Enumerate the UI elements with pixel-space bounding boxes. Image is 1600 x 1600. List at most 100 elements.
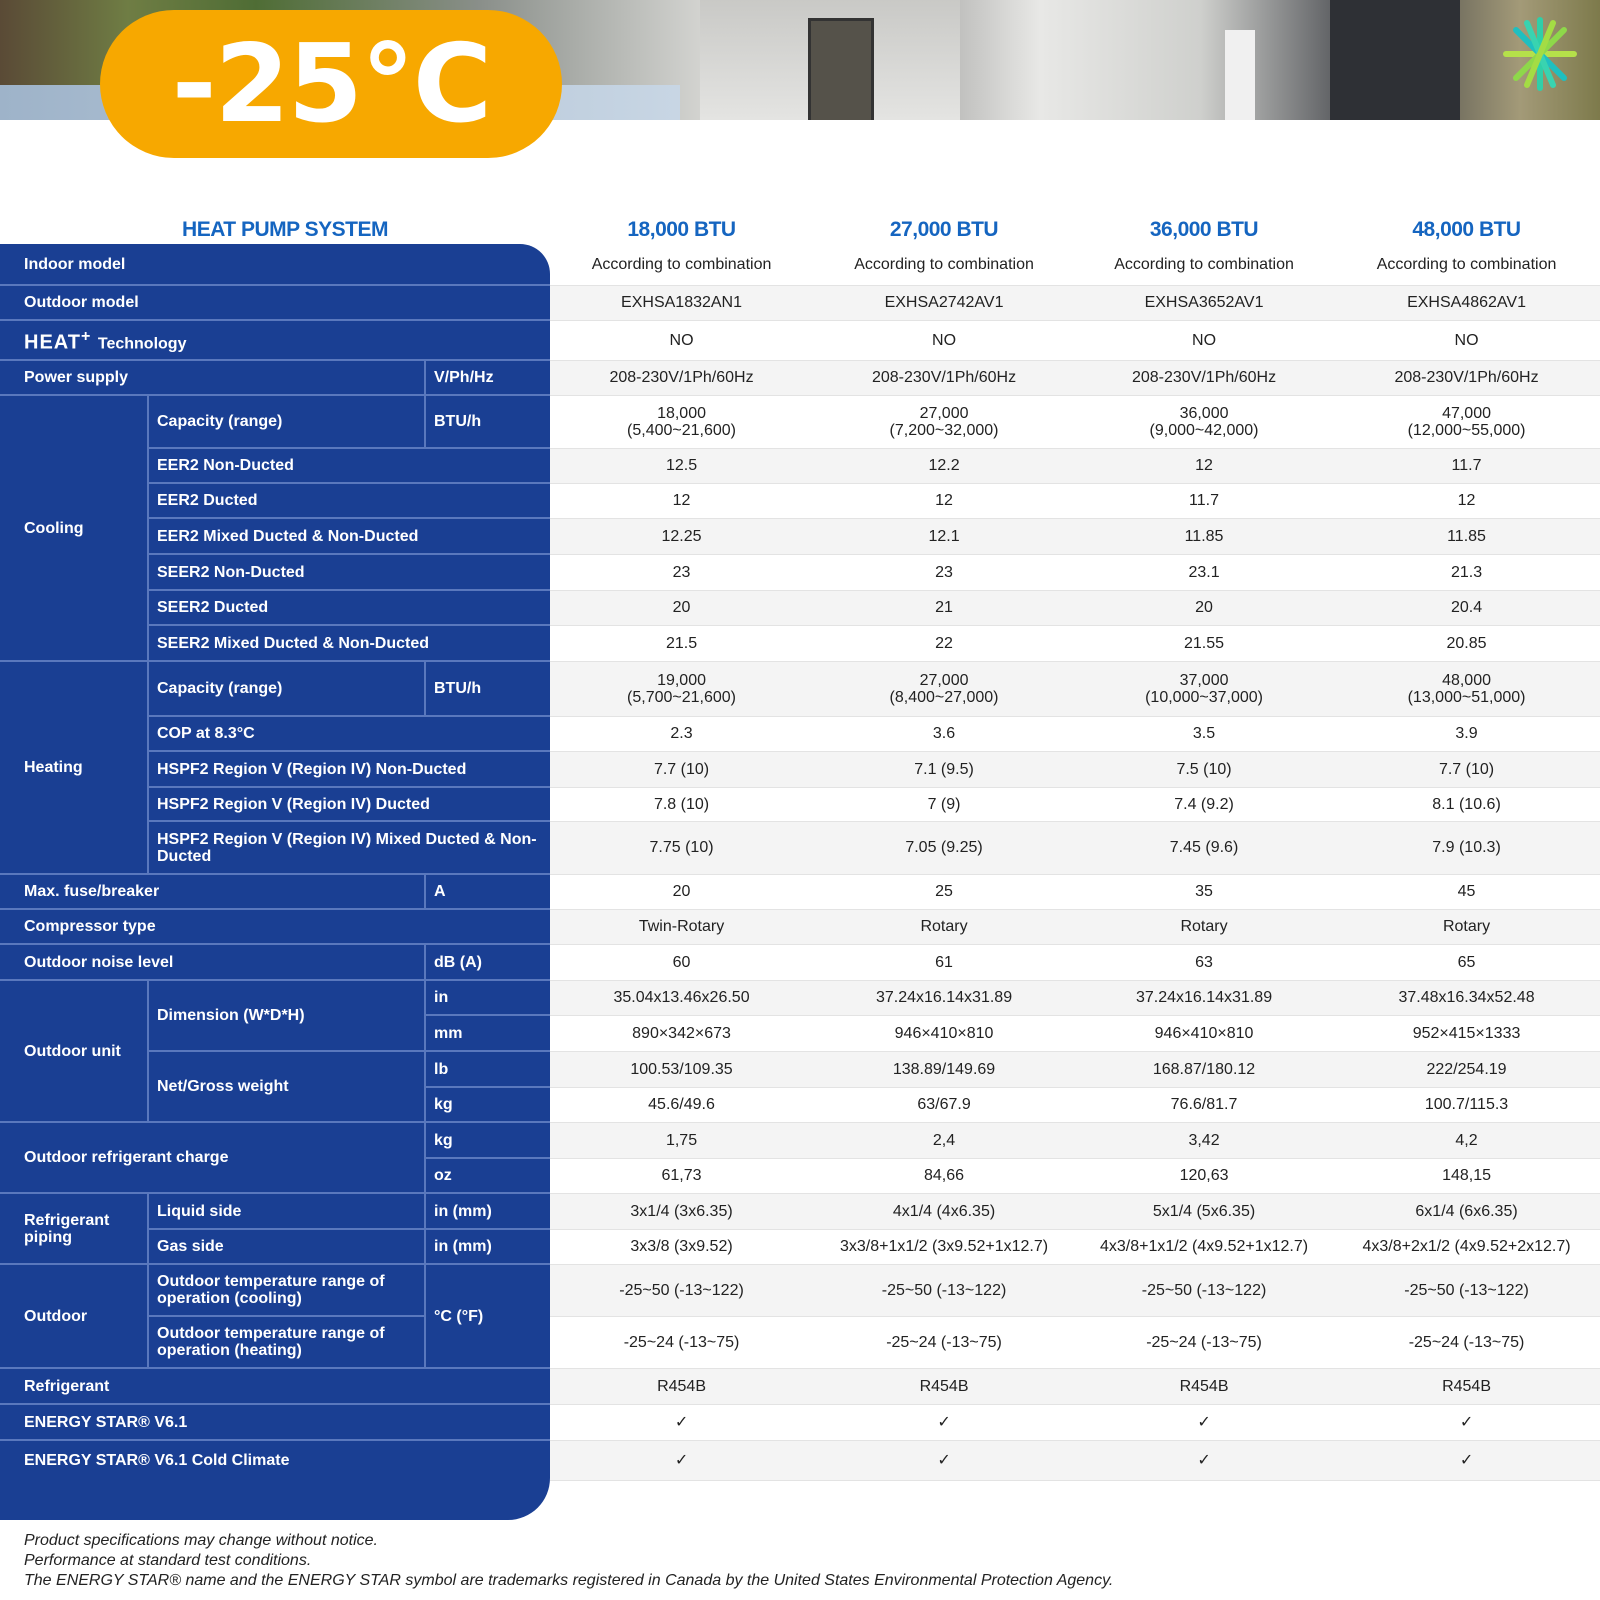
table-row: ENERGY STAR® V6.1 Cold Climate ✓ ✓ ✓ ✓ xyxy=(0,1440,1600,1481)
value-cell: 23 xyxy=(550,554,814,591)
row-label: COP at 8.3°C xyxy=(146,716,551,752)
value-cell: According to combination xyxy=(813,244,1076,286)
row-label: Dimension (W*D*H) xyxy=(147,980,425,1052)
value-cell: ✓ xyxy=(1075,1440,1334,1481)
value-cell: 12.25 xyxy=(550,518,814,555)
value-cell: 27,000 (7,200~32,000) xyxy=(813,395,1076,449)
unit-label: oz xyxy=(423,1158,551,1194)
row-label: Outdoor temperature range of operation (… xyxy=(147,1264,425,1317)
value-cell: EXHSA1832AN1 xyxy=(550,285,814,321)
table-row: EER2 Ducted 12 12 11.7 12 xyxy=(0,483,1600,519)
unit-label: lb xyxy=(423,1051,551,1088)
value-cell: 27,000 (8,400~27,000) xyxy=(813,661,1076,717)
value-cell: 45.6/49.6 xyxy=(550,1087,814,1123)
value-cell: Rotary xyxy=(813,909,1076,945)
value-cell: 2.3 xyxy=(550,716,814,752)
value-cell: 23.1 xyxy=(1075,554,1334,591)
value-cell: 12 xyxy=(550,483,814,519)
table-row: HSPF2 Region V (Region IV) Mixed Ducted … xyxy=(0,821,1600,875)
value-cell: 37.24x16.14x31.89 xyxy=(1075,980,1334,1016)
value-cell: 11.7 xyxy=(1075,483,1334,519)
table-row: SEER2 Non-Ducted 23 23 23.1 21.3 xyxy=(0,554,1600,591)
table-row: Compressor type Twin-Rotary Rotary Rotary Ro… xyxy=(0,909,1600,945)
value-cell: -25~50 (-13~122) xyxy=(550,1264,814,1317)
value-cell: EXHSA2742AV1 xyxy=(813,285,1076,321)
value-cell: R454B xyxy=(550,1368,814,1405)
value-cell: 4x3/8+2x1/2 (4x9.52+2x12.7) xyxy=(1333,1229,1600,1265)
value-cell: 37,000 (10,000~37,000) xyxy=(1075,661,1334,717)
table-row: EER2 Mixed Ducted & Non-Ducted 12.25 12.1 1… xyxy=(0,518,1600,555)
value-cell: 946×410×810 xyxy=(813,1015,1076,1052)
value-cell: EXHSA3652AV1 xyxy=(1075,285,1334,321)
value-cell: 2,4 xyxy=(813,1122,1076,1159)
table-row: HSPF2 Region V (Region IV) Non-Ducted 7.7… xyxy=(0,751,1600,788)
value-cell: 7.75 (10) xyxy=(550,821,814,875)
value-cell: 4,2 xyxy=(1333,1122,1600,1159)
value-cell: 37.48x16.34x52.48 xyxy=(1333,980,1600,1016)
heat-label: HEAT xyxy=(24,331,81,354)
table-row: kg 45.6/49.6 63/67.9 76.6/81.7 100.7/115.3 xyxy=(0,1087,1600,1123)
value-cell: ✓ xyxy=(550,1440,814,1481)
value-cell: 63 xyxy=(1075,944,1334,981)
value-cell: 7.9 (10.3) xyxy=(1333,821,1600,875)
value-cell: 37.24x16.14x31.89 xyxy=(813,980,1076,1016)
technology-label: Technology xyxy=(97,335,187,353)
group-label: Outdoor unit xyxy=(0,980,148,1123)
row-label: SEER2 Mixed Ducted & Non-Ducted xyxy=(146,625,551,662)
value-cell: -25~50 (-13~122) xyxy=(1333,1264,1600,1317)
column-header-36000: 36,000 BTU xyxy=(1149,218,1259,241)
value-cell: 35.04x13.46x26.50 xyxy=(550,980,814,1016)
group-label: Outdoor xyxy=(0,1264,148,1369)
value-cell: 138.89/149.69 xyxy=(813,1051,1076,1088)
value-cell: 20.4 xyxy=(1333,590,1600,626)
value-cell: 208-230V/1Ph/60Hz xyxy=(1333,360,1600,396)
unit-label: BTU/h xyxy=(423,661,551,717)
row-label: SEER2 Ducted xyxy=(146,590,551,626)
value-cell: 12 xyxy=(1333,483,1600,519)
table-row: SEER2 Ducted 20 21 20 20.4 xyxy=(0,590,1600,626)
value-cell: 7.7 (10) xyxy=(1333,751,1600,788)
value-cell: 8.1 (10.6) xyxy=(1333,787,1600,822)
value-cell: 3x3/8 (3x9.52) xyxy=(550,1229,814,1265)
value-cell: According to combination xyxy=(1333,244,1600,286)
value-cell: ✓ xyxy=(1333,1440,1600,1481)
table-row: Outdoor unit Dimension (W*D*H) in 35.04x13.… xyxy=(0,980,1600,1123)
value-cell: According to combination xyxy=(1075,244,1334,286)
value-cell: 12.5 xyxy=(550,448,814,484)
value-cell: 12 xyxy=(1075,448,1334,484)
value-cell: 21.3 xyxy=(1333,554,1600,591)
table-row: mm 890×342×673 946×410×810 946×410×810 952×4… xyxy=(0,1015,1600,1052)
value-cell: 6x1/4 (6x6.35) xyxy=(1333,1193,1600,1230)
value-cell: ✓ xyxy=(813,1404,1076,1441)
value-cell: 3.9 xyxy=(1333,716,1600,752)
value-cell: 20 xyxy=(550,590,814,626)
value-cell: R454B xyxy=(813,1368,1076,1405)
value-cell: 36,000 (9,000~42,000) xyxy=(1075,395,1334,449)
table-row: ENERGY STAR® V6.1 ✓ ✓ ✓ ✓ xyxy=(0,1404,1600,1441)
row-label: HSPF2 Region V (Region IV) Ducted xyxy=(146,787,551,822)
value-cell: 1,75 xyxy=(550,1122,814,1159)
table-row: Max. fuse/breaker A 20 25 35 45 xyxy=(0,874,1600,910)
table-row: Heating Capacity (range) BTU/h 19,000 (5,70… xyxy=(0,661,1600,875)
value-cell: 20.85 xyxy=(1333,625,1600,662)
table-row: oz 61,73 84,66 120,63 148,15 xyxy=(0,1158,1600,1194)
value-cell: 7 (9) xyxy=(813,787,1076,822)
value-cell: Twin-Rotary xyxy=(550,909,814,945)
value-cell: 4x3/8+1x1/2 (4x9.52+1x12.7) xyxy=(1075,1229,1334,1265)
value-cell: 952×415×1333 xyxy=(1333,1015,1600,1052)
row-label: Capacity (range) xyxy=(147,395,425,449)
table-row: Net/Gross weight lb 100.53/109.35 138.89/14… xyxy=(0,1051,1600,1123)
row-label: HSPF2 Region V (Region IV) Mixed Ducted … xyxy=(146,821,551,875)
row-label: EER2 Non-Ducted xyxy=(146,448,551,484)
table-row: Power supply V/Ph/Hz 208-230V/1Ph/60Hz 208-… xyxy=(0,360,1600,396)
value-cell: 7.05 (9.25) xyxy=(813,821,1076,875)
value-cell: 21 xyxy=(813,590,1076,626)
unit-label: in (mm) xyxy=(423,1193,551,1230)
value-cell: 48,000 (13,000~51,000) xyxy=(1333,661,1600,717)
value-cell: 100.53/109.35 xyxy=(550,1051,814,1088)
value-cell: -25~50 (-13~122) xyxy=(813,1264,1076,1317)
temperature-badge: -25°C xyxy=(100,10,562,158)
system-title: HEAT PUMP SYSTEM xyxy=(182,218,388,241)
unit-label: V/Ph/Hz xyxy=(423,360,551,396)
value-cell: 20 xyxy=(1075,590,1334,626)
